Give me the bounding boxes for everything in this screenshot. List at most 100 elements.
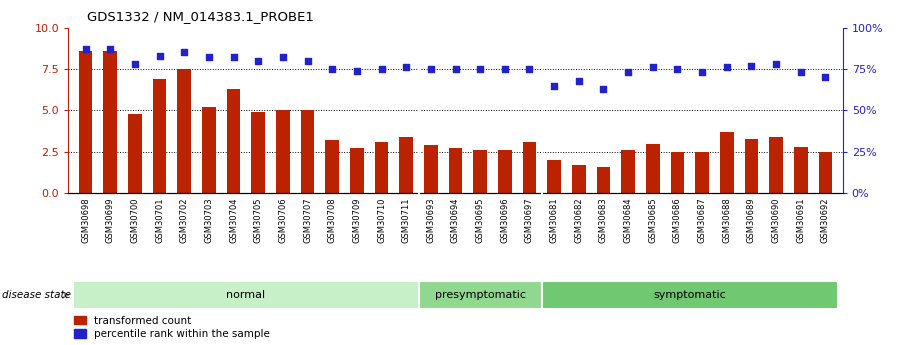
Point	[744, 63, 759, 68]
Text: normal: normal	[226, 290, 265, 300]
Point	[522, 66, 537, 72]
Text: GSM30705: GSM30705	[253, 197, 262, 243]
Bar	[769, 137, 783, 193]
Text: GSM30695: GSM30695	[476, 197, 485, 243]
Bar	[498, 150, 512, 193]
Bar	[646, 144, 660, 193]
Text: GSM30689: GSM30689	[747, 197, 756, 243]
Bar	[720, 132, 733, 193]
Point	[276, 55, 291, 60]
Bar	[227, 89, 241, 193]
Text: GSM30694: GSM30694	[451, 197, 460, 243]
Point	[547, 83, 561, 88]
Text: GSM30704: GSM30704	[229, 197, 238, 243]
Text: disease state: disease state	[2, 290, 71, 300]
Text: GSM30696: GSM30696	[500, 197, 509, 243]
Text: GSM30709: GSM30709	[353, 197, 362, 243]
Text: GSM30687: GSM30687	[698, 197, 707, 243]
Text: GSM30684: GSM30684	[624, 197, 632, 243]
Bar	[153, 79, 167, 193]
Bar	[819, 152, 832, 193]
Text: GSM30708: GSM30708	[328, 197, 337, 243]
Text: GSM30692: GSM30692	[821, 197, 830, 243]
Text: GSM30683: GSM30683	[599, 197, 608, 243]
FancyBboxPatch shape	[418, 281, 542, 309]
Point	[325, 66, 340, 72]
Bar	[128, 114, 142, 193]
Point	[571, 78, 586, 83]
Bar	[424, 145, 437, 193]
Bar	[104, 51, 117, 193]
Text: GSM30710: GSM30710	[377, 197, 386, 243]
Bar	[325, 140, 339, 193]
Bar	[794, 147, 807, 193]
Legend: transformed count, percentile rank within the sample: transformed count, percentile rank withi…	[74, 316, 271, 339]
Text: symptomatic: symptomatic	[653, 290, 726, 300]
Point	[596, 86, 610, 92]
Bar	[449, 148, 462, 193]
Point	[78, 46, 93, 52]
Point	[226, 55, 241, 60]
Bar	[374, 142, 388, 193]
Bar	[695, 152, 709, 193]
Point	[497, 66, 512, 72]
Point	[399, 65, 414, 70]
Point	[670, 66, 685, 72]
Bar	[523, 142, 537, 193]
Point	[720, 65, 734, 70]
Text: GSM30690: GSM30690	[772, 197, 781, 243]
Point	[374, 66, 389, 72]
Text: GSM30706: GSM30706	[279, 197, 287, 243]
FancyBboxPatch shape	[73, 281, 418, 309]
Text: GSM30707: GSM30707	[303, 197, 312, 243]
Point	[793, 70, 808, 75]
Bar	[251, 112, 265, 193]
Point	[620, 70, 635, 75]
Text: presymptomatic: presymptomatic	[435, 290, 526, 300]
Text: GSM30688: GSM30688	[722, 197, 732, 243]
Text: GSM30693: GSM30693	[426, 197, 435, 243]
Bar	[572, 165, 586, 193]
Text: GSM30686: GSM30686	[673, 197, 682, 243]
Text: GSM30698: GSM30698	[81, 197, 90, 243]
Point	[695, 70, 710, 75]
Bar	[670, 152, 684, 193]
Bar	[621, 150, 635, 193]
Text: GSM30701: GSM30701	[155, 197, 164, 243]
Bar	[276, 110, 290, 193]
Text: GSM30685: GSM30685	[649, 197, 658, 243]
Point	[128, 61, 142, 67]
Text: GSM30699: GSM30699	[106, 197, 115, 243]
Text: GSM30700: GSM30700	[130, 197, 139, 243]
Text: GSM30711: GSM30711	[402, 197, 411, 243]
Bar	[178, 69, 191, 193]
Text: GSM30703: GSM30703	[204, 197, 213, 243]
Point	[448, 66, 463, 72]
Point	[424, 66, 438, 72]
Point	[818, 75, 833, 80]
Bar	[399, 137, 413, 193]
Point	[646, 65, 660, 70]
Point	[301, 58, 315, 63]
Bar	[350, 148, 363, 193]
Bar	[474, 150, 487, 193]
Point	[177, 50, 191, 55]
Bar	[548, 160, 561, 193]
Point	[473, 66, 487, 72]
Text: GSM30702: GSM30702	[179, 197, 189, 243]
Bar	[202, 107, 216, 193]
Point	[152, 53, 167, 59]
Point	[251, 58, 265, 63]
Point	[201, 55, 216, 60]
Point	[103, 46, 118, 52]
Text: GSM30697: GSM30697	[525, 197, 534, 243]
Bar	[597, 167, 610, 193]
Bar	[744, 139, 758, 193]
Text: GSM30691: GSM30691	[796, 197, 805, 243]
Text: GSM30682: GSM30682	[574, 197, 583, 243]
Bar	[301, 110, 314, 193]
Point	[350, 68, 364, 73]
Point	[769, 61, 783, 67]
FancyBboxPatch shape	[542, 281, 838, 309]
Text: GSM30681: GSM30681	[549, 197, 558, 243]
